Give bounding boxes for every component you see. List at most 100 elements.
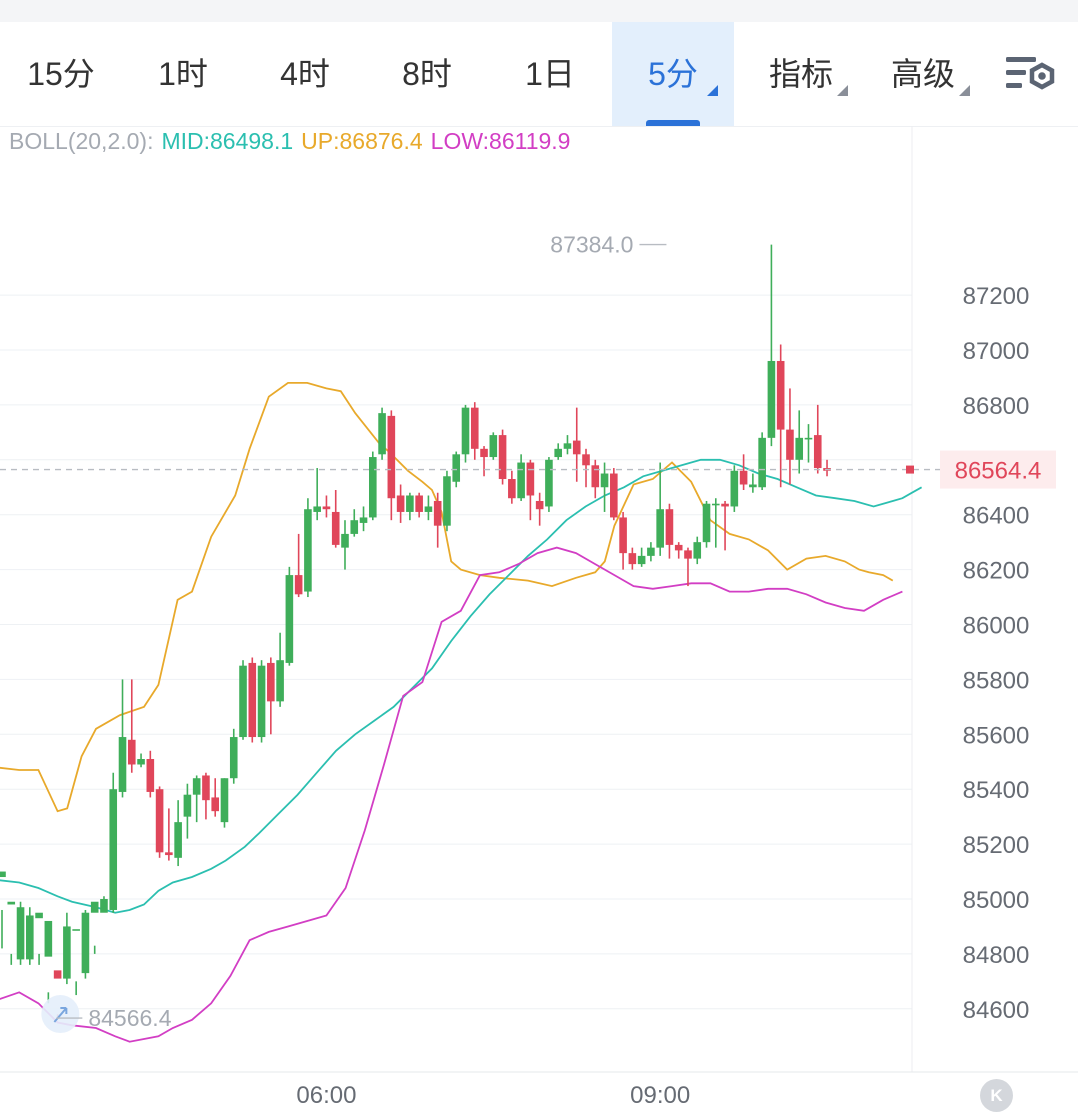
y-tick-label: 86800 xyxy=(963,393,1030,420)
candle-up xyxy=(693,542,702,559)
candle-up xyxy=(730,470,739,507)
candle-down xyxy=(776,360,785,430)
candle-down xyxy=(480,448,488,458)
candle-down xyxy=(155,789,164,853)
candle-up xyxy=(489,435,498,458)
candle-down xyxy=(331,511,340,545)
y-tick-label: 84800 xyxy=(963,942,1030,969)
candle-up xyxy=(109,789,118,910)
legend-mid: MID:86498.1 xyxy=(161,128,294,154)
last-price-tag xyxy=(940,450,1056,489)
candle-down xyxy=(674,544,683,551)
candle-up xyxy=(359,517,368,523)
candle-up xyxy=(183,794,192,817)
last-price-label: 86564.4 xyxy=(955,458,1042,485)
legend-low: LOW:86119.9 xyxy=(430,128,571,154)
legend-up: UP:86876.4 xyxy=(301,128,423,154)
y-tick-label: 87000 xyxy=(963,338,1030,365)
candle-up xyxy=(174,822,182,858)
candle-down xyxy=(294,575,303,595)
candle-up xyxy=(192,778,201,795)
tab-label: 8时 xyxy=(402,56,452,92)
tab-15min[interactable]: 15分 xyxy=(0,22,122,126)
candle-down xyxy=(53,970,62,979)
candle-down xyxy=(396,495,405,512)
candle-down xyxy=(535,500,544,510)
candle-up xyxy=(563,443,572,449)
candle-down xyxy=(267,662,275,702)
candle-down xyxy=(470,407,479,449)
advanced-dropdown[interactable]: 高级 xyxy=(862,22,984,126)
candle-up xyxy=(313,506,321,512)
candle-down xyxy=(582,454,590,466)
candle-up xyxy=(90,901,99,913)
candle-up xyxy=(118,737,127,792)
tab-4hour[interactable]: 4时 xyxy=(244,22,366,126)
candle-up xyxy=(239,665,247,738)
candle-up xyxy=(656,509,664,548)
candle-up xyxy=(341,533,349,548)
tab-8hour[interactable]: 8时 xyxy=(366,22,488,126)
tab-label: 1时 xyxy=(158,56,208,92)
candle-down xyxy=(202,775,210,801)
candle-down xyxy=(572,440,581,455)
candle-down xyxy=(433,500,442,526)
candle-up xyxy=(702,503,711,543)
candle-down xyxy=(211,797,220,812)
candle-up xyxy=(72,929,80,931)
candle-up xyxy=(44,920,53,957)
tab-label: 1日 xyxy=(525,56,575,92)
boll-lower-line xyxy=(0,546,903,1043)
candle-up xyxy=(517,462,525,499)
candle-down xyxy=(127,739,136,765)
candle-up xyxy=(804,437,813,440)
chart-settings-button[interactable] xyxy=(1000,22,1060,126)
legend-prefix: BOLL(20,2.0): xyxy=(9,128,154,154)
active-tab-indicator xyxy=(646,120,700,126)
candlestick-chart[interactable]: 84600 84800 85000 85200 85400 85600 85800 86000… xyxy=(0,126,1078,1117)
y-tick-label: 85000 xyxy=(963,887,1030,914)
candle-up xyxy=(369,457,377,518)
indicator-dropdown[interactable]: 指标 xyxy=(740,22,862,126)
candle-up xyxy=(795,437,804,460)
candle-down xyxy=(628,553,637,565)
candle-up xyxy=(257,665,266,738)
y-tick-label: 84600 xyxy=(963,997,1030,1024)
boll-mid-line xyxy=(0,458,923,914)
dropdown-triangle-icon xyxy=(837,85,848,96)
y-tick-label: 85200 xyxy=(963,832,1030,859)
candle-down xyxy=(387,415,396,499)
y-tick-label: 86400 xyxy=(963,503,1030,530)
x-tick-label: 09:00 xyxy=(630,1082,690,1109)
max-price-label: 87384.0 xyxy=(550,232,633,258)
status-strip xyxy=(0,0,1078,22)
candle-up xyxy=(545,459,553,507)
timeframe-tab-bar: 15分 1时 4时 8时 1日 5分 指标 高级 xyxy=(0,22,1078,127)
boll-upper-line xyxy=(0,382,894,813)
candle-up xyxy=(767,360,776,438)
candle-down xyxy=(619,517,627,554)
tab-1day[interactable]: 1日 xyxy=(488,22,612,126)
tab-label: 4时 xyxy=(280,56,330,92)
candle-up xyxy=(554,448,562,458)
candle-down xyxy=(721,503,729,507)
candle-down xyxy=(322,506,331,510)
boll-legend: BOLL(20,2.0): MID:86498.1 UP:86876.4 LOW:86… xyxy=(9,128,578,155)
candle-down xyxy=(165,852,173,856)
last-price-marker xyxy=(906,465,914,474)
tab-5min[interactable]: 5分 xyxy=(612,22,734,126)
candle-up xyxy=(26,915,34,960)
tab-1hour[interactable]: 1时 xyxy=(122,22,244,126)
candle-down xyxy=(508,479,516,499)
candle-up xyxy=(637,555,646,565)
candle-up xyxy=(7,901,16,905)
dropdown-label: 高级 xyxy=(890,56,955,92)
candle-down xyxy=(248,662,257,738)
candle-up xyxy=(285,575,294,663)
candle-down xyxy=(813,435,822,469)
dropdown-triangle-icon xyxy=(707,85,718,96)
candle-up xyxy=(229,737,238,779)
y-tick-label: 86000 xyxy=(963,613,1030,640)
candle-up xyxy=(63,926,71,979)
kline-switch-icon[interactable]: K xyxy=(980,1079,1013,1112)
